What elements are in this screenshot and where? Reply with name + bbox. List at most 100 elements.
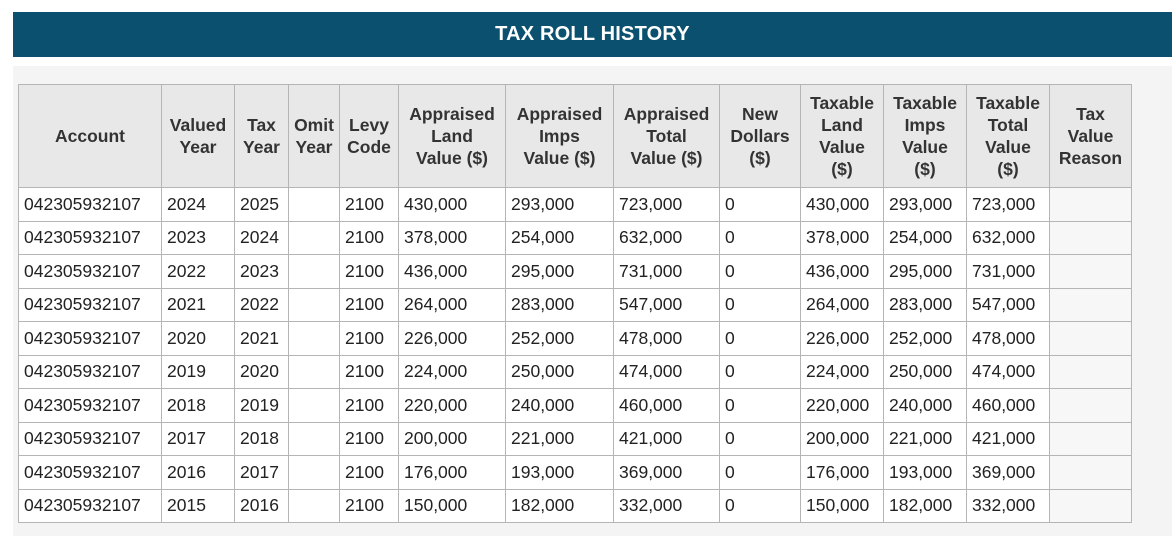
- cell-tax-year: 2016: [234, 488, 289, 523]
- cell-taxable-total-value: 421,000: [966, 421, 1050, 456]
- cell-omit-year: [288, 354, 340, 389]
- cell-account: 042305932107: [18, 254, 162, 289]
- cell-account: 042305932107: [18, 388, 162, 423]
- cell-tax-value-reason: [1049, 388, 1132, 423]
- column-header-line: ($): [914, 159, 936, 179]
- cell-valued-year: 2018: [161, 388, 235, 423]
- cell-taxable-total-value: 369,000: [966, 455, 1050, 490]
- cell-taxable-imps-value: 182,000: [883, 488, 967, 523]
- cell-appraised-imps-value: 295,000: [505, 254, 614, 289]
- cell-taxable-imps-value: 250,000: [883, 354, 967, 389]
- cell-valued-year: 2021: [161, 287, 235, 322]
- cell-tax-value-reason: [1049, 220, 1132, 255]
- table-header-row: Account Valued Year Tax Year Omit Year Levy Code…: [18, 84, 1132, 188]
- cell-levy-code: 2100: [339, 220, 399, 255]
- cell-appraised-imps-value: 293,000: [505, 187, 614, 222]
- cell-taxable-imps-value: 295,000: [883, 254, 967, 289]
- cell-taxable-imps-value: 252,000: [883, 321, 967, 356]
- cell-appraised-total-value: 478,000: [613, 321, 720, 356]
- column-header-line: Taxable: [976, 93, 1040, 113]
- column-header-line: Appraised: [409, 104, 495, 124]
- cell-new-dollars: 0: [719, 421, 801, 456]
- column-header-appraised-land-value: Appraised Land Value ($): [398, 84, 506, 188]
- cell-valued-year: 2023: [161, 220, 235, 255]
- cell-appraised-imps-value: 254,000: [505, 220, 614, 255]
- column-header-taxable-land-value: Taxable Land Value ($): [800, 84, 884, 188]
- cell-appraised-imps-value: 283,000: [505, 287, 614, 322]
- column-header-line: Land: [821, 115, 863, 135]
- column-header-line: Taxable: [893, 93, 957, 113]
- cell-appraised-land-value: 176,000: [398, 455, 506, 490]
- cell-omit-year: [288, 455, 340, 490]
- cell-tax-value-reason: [1049, 254, 1132, 289]
- column-header-line: Tax: [247, 115, 276, 135]
- cell-tax-year: 2022: [234, 287, 289, 322]
- cell-appraised-imps-value: 252,000: [505, 321, 614, 356]
- cell-taxable-total-value: 474,000: [966, 354, 1050, 389]
- cell-tax-value-reason: [1049, 488, 1132, 523]
- column-header-line: Value: [1067, 126, 1114, 146]
- cell-levy-code: 2100: [339, 421, 399, 456]
- column-header-line: Taxable: [810, 93, 874, 113]
- column-header-tax-year: Tax Year: [234, 84, 289, 188]
- cell-taxable-land-value: 176,000: [800, 455, 884, 490]
- cell-levy-code: 2100: [339, 388, 399, 423]
- table-body: 042305932107 2024 2025 2100 430,000 293,000 72…: [18, 187, 1132, 523]
- cell-valued-year: 2015: [161, 488, 235, 523]
- cell-taxable-land-value: 436,000: [800, 254, 884, 289]
- cell-appraised-imps-value: 221,000: [505, 421, 614, 456]
- cell-valued-year: 2024: [161, 187, 235, 222]
- cell-appraised-land-value: 430,000: [398, 187, 506, 222]
- cell-appraised-imps-value: 240,000: [505, 388, 614, 423]
- column-header-line: Value ($): [523, 148, 596, 168]
- column-header-line: Year: [179, 137, 217, 157]
- cell-tax-year: 2018: [234, 421, 289, 456]
- column-header-line: Imps: [904, 115, 946, 135]
- cell-taxable-total-value: 632,000: [966, 220, 1050, 255]
- cell-taxable-total-value: 731,000: [966, 254, 1050, 289]
- cell-valued-year: 2017: [161, 421, 235, 456]
- cell-tax-value-reason: [1049, 287, 1132, 322]
- cell-new-dollars: 0: [719, 455, 801, 490]
- cell-omit-year: [288, 287, 340, 322]
- column-header-line: Value: [985, 137, 1031, 157]
- column-header-line: ($): [997, 159, 1019, 179]
- column-header-line: Appraised: [516, 104, 603, 124]
- cell-valued-year: 2022: [161, 254, 235, 289]
- cell-appraised-land-value: 224,000: [398, 354, 506, 389]
- cell-new-dollars: 0: [719, 321, 801, 356]
- cell-appraised-total-value: 547,000: [613, 287, 720, 322]
- cell-appraised-land-value: 378,000: [398, 220, 506, 255]
- cell-account: 042305932107: [18, 421, 162, 456]
- cell-appraised-imps-value: 182,000: [505, 488, 614, 523]
- cell-levy-code: 2100: [339, 488, 399, 523]
- column-header-line: Dollars: [730, 126, 790, 146]
- cell-account: 042305932107: [18, 187, 162, 222]
- cell-appraised-land-value: 150,000: [398, 488, 506, 523]
- cell-tax-value-reason: [1049, 187, 1132, 222]
- table-row: 042305932107 2024 2025 2100 430,000 293,000 72…: [18, 187, 1132, 222]
- cell-appraised-imps-value: 250,000: [505, 354, 614, 389]
- cell-tax-year: 2019: [234, 388, 289, 423]
- cell-appraised-land-value: 264,000: [398, 287, 506, 322]
- cell-taxable-land-value: 200,000: [800, 421, 884, 456]
- cell-levy-code: 2100: [339, 321, 399, 356]
- column-header-appraised-total-value: Appraised Total Value ($): [613, 84, 720, 188]
- table-row: 042305932107 2018 2019 2100 220,000 240,000 46…: [18, 388, 1132, 423]
- cell-appraised-total-value: 632,000: [613, 220, 720, 255]
- cell-account: 042305932107: [18, 455, 162, 490]
- column-header-line: Value ($): [630, 148, 703, 168]
- cell-omit-year: [288, 421, 340, 456]
- column-header-line: Imps: [539, 126, 580, 146]
- column-header-line: ($): [831, 159, 853, 179]
- cell-account: 042305932107: [18, 287, 162, 322]
- cell-tax-value-reason: [1049, 421, 1132, 456]
- cell-omit-year: [288, 321, 340, 356]
- table-row: 042305932107 2016 2017 2100 176,000 193,000 36…: [18, 455, 1132, 490]
- cell-tax-year: 2024: [234, 220, 289, 255]
- cell-appraised-total-value: 460,000: [613, 388, 720, 423]
- cell-taxable-imps-value: 240,000: [883, 388, 967, 423]
- column-header-line: Value: [819, 137, 865, 157]
- cell-valued-year: 2020: [161, 321, 235, 356]
- cell-appraised-total-value: 474,000: [613, 354, 720, 389]
